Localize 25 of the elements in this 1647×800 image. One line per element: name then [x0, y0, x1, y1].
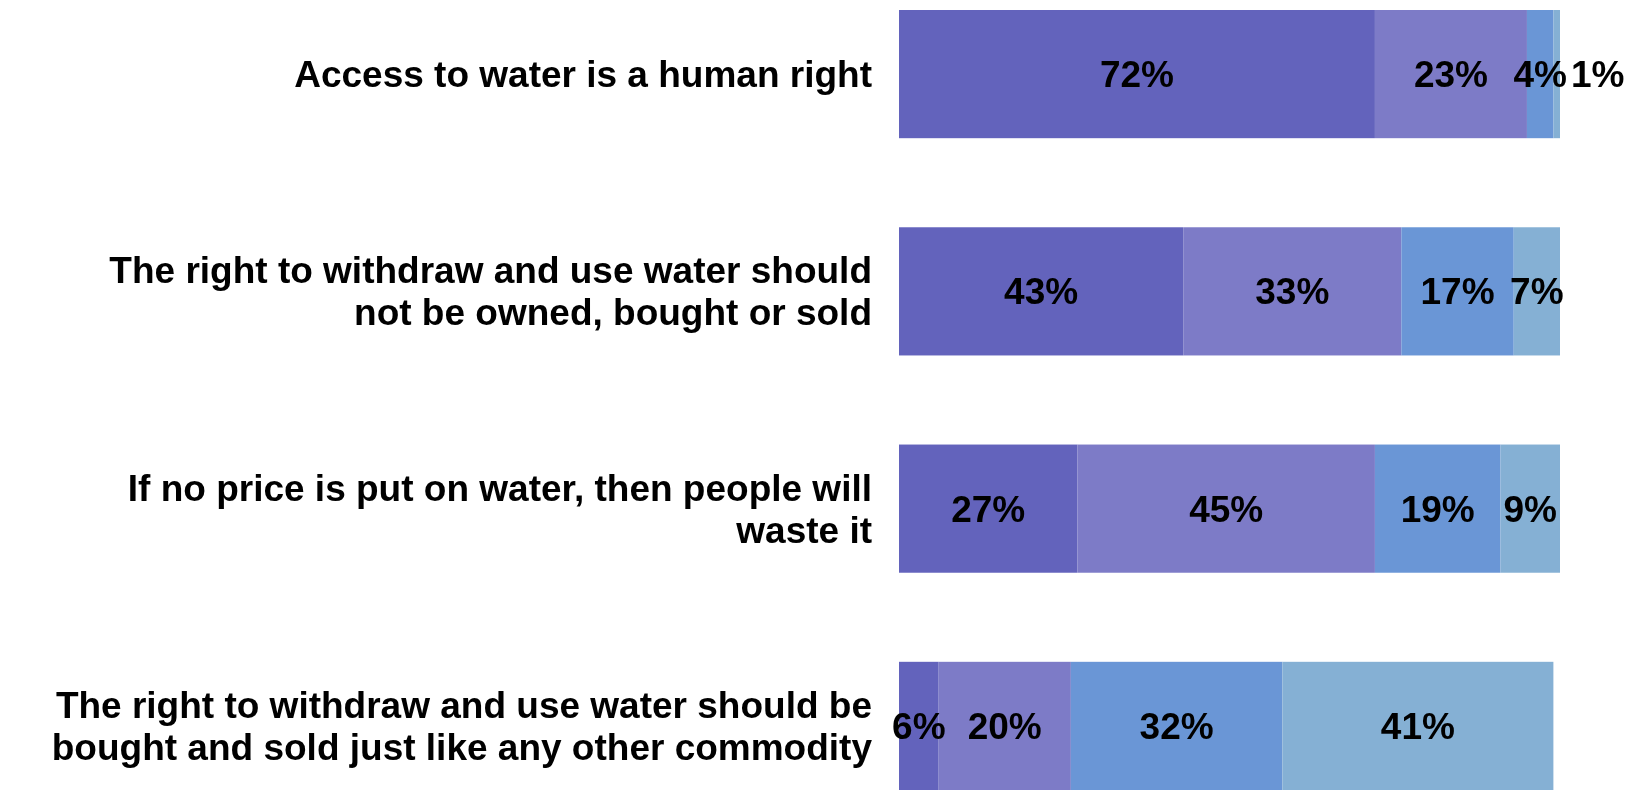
data-label: 45% [1189, 488, 1264, 530]
bar [1077, 444, 1375, 573]
y-tick-label: The right to withdraw and use water should be bought and sold just like any other commodity [51, 684, 873, 768]
bar [899, 227, 1184, 356]
data-label: 72% [1099, 54, 1174, 96]
data-label: 33% [1255, 271, 1330, 313]
data-label: 27% [951, 488, 1026, 530]
y-tick-label: The right to withdraw and use water should not be owned, bought or sold [109, 250, 872, 334]
data-label: 20% [967, 705, 1042, 747]
bar [899, 10, 1375, 139]
bar [1183, 227, 1402, 356]
bar [1374, 444, 1501, 573]
data-label: 43% [1004, 271, 1079, 313]
y-tick-label: If no price is put on water, then people will waste it [127, 467, 872, 551]
bar [1070, 661, 1283, 790]
data-label: 19% [1400, 488, 1475, 530]
bar [899, 444, 1078, 573]
data-label: 1% [1570, 54, 1625, 96]
data-label: 32% [1139, 705, 1214, 747]
data-label: 41% [1380, 705, 1455, 747]
y-tick-label: Access to water is a human right [294, 54, 872, 96]
data-label: 17% [1420, 271, 1495, 313]
data-label: 23% [1413, 54, 1488, 96]
bar [1282, 661, 1554, 790]
data-label: 9% [1503, 488, 1557, 530]
